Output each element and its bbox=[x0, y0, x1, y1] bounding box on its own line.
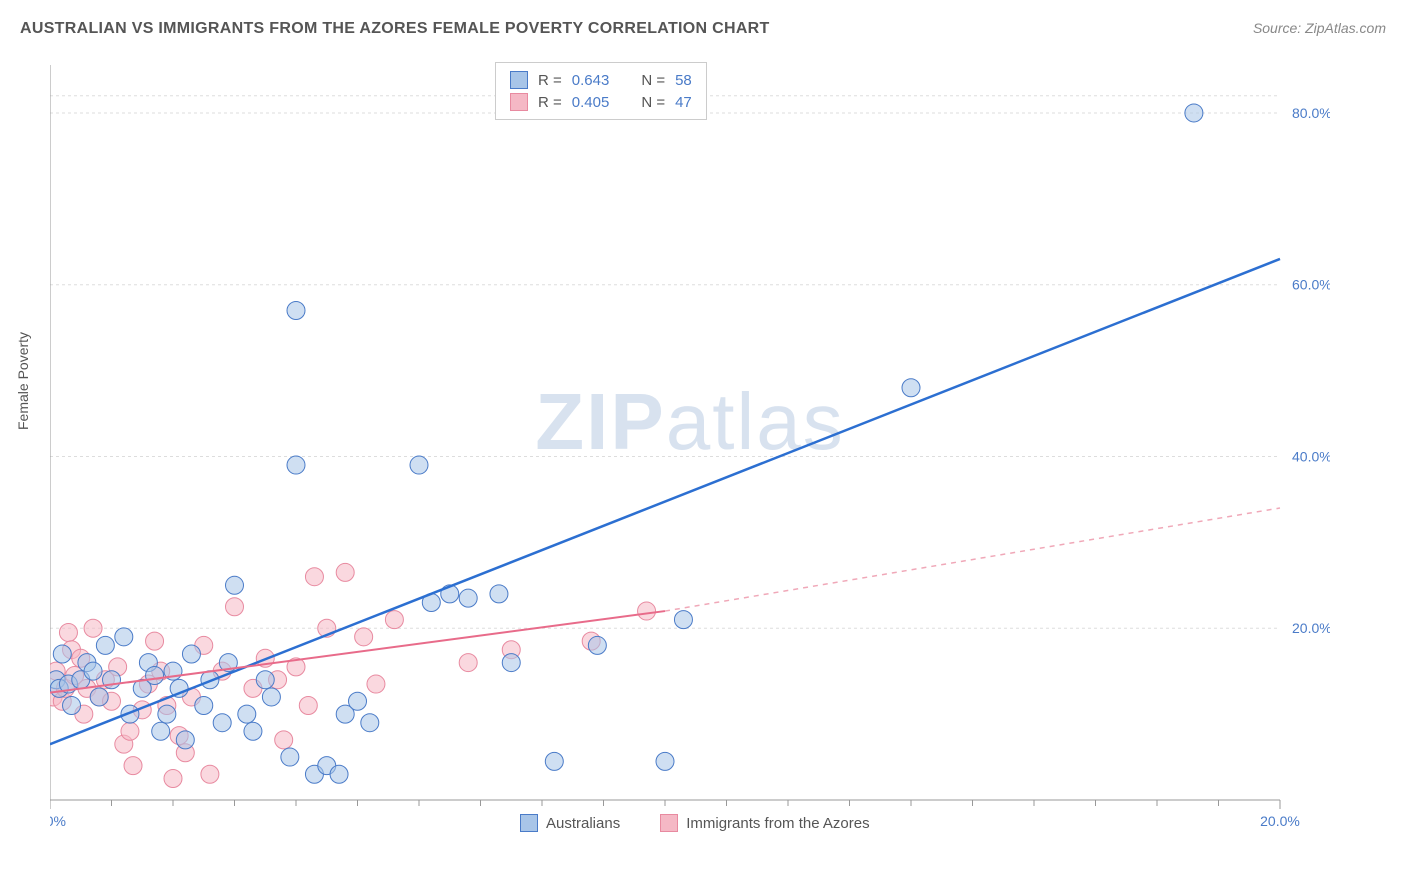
legend-row-pink: R = 0.405 N = 47 bbox=[510, 91, 692, 113]
r-value-blue: 0.643 bbox=[572, 72, 610, 89]
swatch-blue bbox=[520, 814, 538, 832]
svg-text:0.0%: 0.0% bbox=[50, 813, 66, 829]
swatch-pink bbox=[510, 93, 528, 111]
r-label: R = bbox=[538, 94, 562, 111]
source-attribution: Source: ZipAtlas.com bbox=[1253, 20, 1386, 36]
svg-text:80.0%: 80.0% bbox=[1292, 105, 1330, 121]
series-label-pink: Immigrants from the Azores bbox=[686, 815, 869, 832]
legend-item-pink: Immigrants from the Azores bbox=[660, 814, 869, 832]
chart-title: AUSTRALIAN VS IMMIGRANTS FROM THE AZORES… bbox=[20, 20, 770, 38]
series-label-blue: Australians bbox=[546, 815, 620, 832]
svg-text:20.0%: 20.0% bbox=[1260, 813, 1300, 829]
legend-item-blue: Australians bbox=[520, 814, 620, 832]
swatch-blue bbox=[510, 71, 528, 89]
source-prefix: Source: bbox=[1253, 20, 1305, 36]
svg-text:60.0%: 60.0% bbox=[1292, 277, 1330, 293]
r-label: R = bbox=[538, 72, 562, 89]
scatter-plot: 20.0% 40.0% 60.0% 80.0% 0.0% 20.0% bbox=[50, 60, 1330, 830]
r-value-pink: 0.405 bbox=[572, 94, 610, 111]
correlation-legend: R = 0.643 N = 58 R = 0.405 N = 47 bbox=[495, 62, 707, 120]
n-value-blue: 58 bbox=[675, 72, 692, 89]
source-name: ZipAtlas.com bbox=[1305, 20, 1386, 36]
series-legend: Australians Immigrants from the Azores bbox=[520, 814, 870, 832]
n-label: N = bbox=[641, 94, 665, 111]
svg-text:40.0%: 40.0% bbox=[1292, 448, 1330, 464]
swatch-pink bbox=[660, 814, 678, 832]
svg-text:20.0%: 20.0% bbox=[1292, 620, 1330, 636]
n-value-pink: 47 bbox=[675, 94, 692, 111]
n-label: N = bbox=[641, 72, 665, 89]
y-axis-label: Female Poverty bbox=[15, 332, 31, 430]
chart-area: ZIPatlas 20.0%40.0%60.0%80.0%0.0%20.0% R… bbox=[50, 60, 1330, 830]
legend-row-blue: R = 0.643 N = 58 bbox=[510, 69, 692, 91]
chart-header: AUSTRALIAN VS IMMIGRANTS FROM THE AZORES… bbox=[20, 20, 1386, 38]
